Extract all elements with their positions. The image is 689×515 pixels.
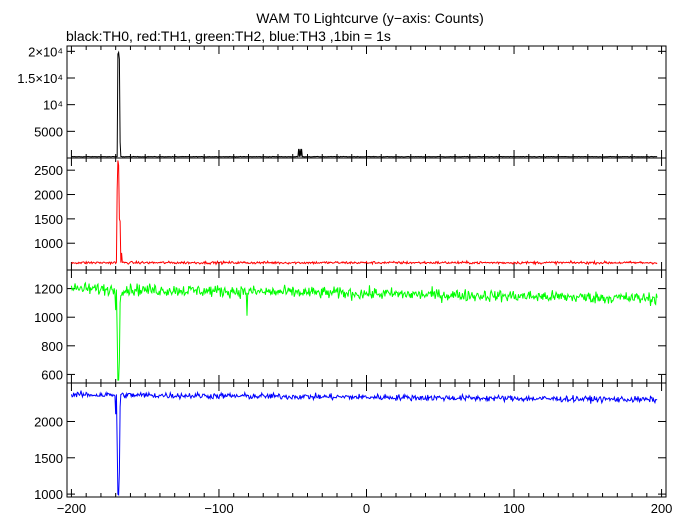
chart-subtitle: black:TH0, red:TH1, green:TH2, blue:TH3 … (66, 28, 391, 44)
y-tick-label-1-2: 2000 (34, 188, 63, 203)
y-tick-label-3-2: 2000 (34, 414, 63, 429)
y-tick-label-1-0: 1000 (34, 236, 63, 251)
panel-1: 1000 1500 2000 2500 (34, 157, 667, 271)
y-tick-label-1-1: 1500 (34, 212, 63, 227)
series-line-th2 (70, 281, 658, 381)
y-tick-label-0-0: 5000 (34, 124, 63, 139)
series-line-th0 (71, 50, 658, 158)
series-line-th1 (71, 160, 658, 266)
panel-frame-2 (66, 269, 667, 384)
y-tick-label-2-1: 800 (41, 339, 63, 354)
x-tick-label-2: 0 (363, 501, 370, 515)
panel-0: 5000 10⁴ 1.5×10⁴ 2×10⁴ (17, 44, 667, 159)
panel-3: 1000 1500 2000 (34, 382, 667, 502)
x-tick-label-4: 200 (651, 501, 673, 515)
y-tick-label-3-0: 1000 (34, 487, 63, 502)
panel-frame-3 (66, 382, 667, 498)
panel-frame-1 (66, 157, 667, 271)
panels-group: 500010⁴1.5×10⁴2×10⁴100015002000250060080… (17, 44, 672, 515)
panel-2: 600 800 1000 1200 (34, 269, 667, 384)
x-tick-label-1: −100 (204, 501, 233, 515)
y-tick-label-0-3: 2×10⁴ (28, 44, 63, 59)
y-tick-label-1-3: 2500 (34, 163, 63, 178)
y-tick-label-2-0: 600 (41, 367, 63, 382)
y-tick-label-0-2: 1.5×10⁴ (17, 71, 63, 86)
x-tick-label-0: −200 (57, 501, 86, 515)
chart-title: WAM T0 Lightcurve (y−axis: Counts) (256, 10, 484, 26)
y-tick-label-0-1: 10⁴ (43, 98, 63, 113)
panel-frame-0 (66, 45, 667, 159)
y-tick-label-3-1: 1500 (34, 451, 63, 466)
y-tick-label-2-2: 1000 (34, 310, 63, 325)
y-tick-label-2-3: 1200 (34, 282, 63, 297)
x-tick-label-3: 100 (503, 501, 525, 515)
series-line-th3 (70, 390, 658, 496)
